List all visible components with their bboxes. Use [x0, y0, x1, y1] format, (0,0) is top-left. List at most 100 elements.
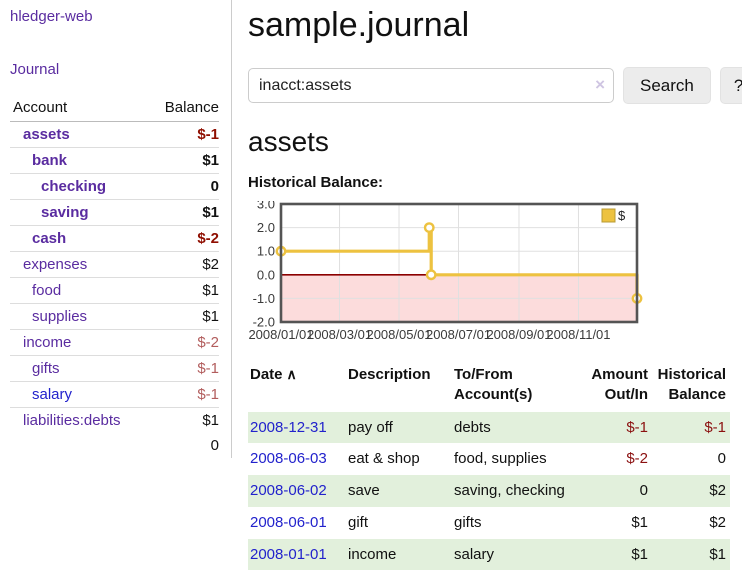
account-link[interactable]: salary	[32, 386, 73, 403]
sidebar: hledger-web Journal Account Balance asse…	[0, 0, 232, 458]
chart-svg: $3.0 2.0 1.0 0.0 -1.0 -2.02008/01/012008/03/0…	[248, 197, 643, 342]
account-balance: 0	[147, 173, 219, 200]
account-balance: $1	[147, 147, 219, 174]
account-link[interactable]: saving	[41, 204, 89, 221]
app-title-link[interactable]: hledger-web	[10, 8, 93, 25]
transaction-amount: $1	[631, 513, 648, 531]
account-row: gifts $-1	[10, 355, 219, 382]
account-balance: $1	[147, 303, 219, 330]
clear-search-icon[interactable]: ×	[595, 75, 605, 94]
account-heading: assets	[248, 126, 329, 157]
chart-heading: Historical Balance:	[248, 174, 384, 191]
historical-balance-chart: $3.0 2.0 1.0 0.0 -1.0 -2.0 2008/01/01 2008/03/0…	[248, 197, 742, 347]
transaction-date-link[interactable]: 2008-01-01	[250, 545, 327, 563]
transaction-amount: $-2	[626, 450, 648, 468]
account-link[interactable]: assets	[23, 126, 70, 143]
account-link[interactable]: bank	[32, 152, 68, 169]
account-balance: $-1	[147, 355, 219, 382]
account-row: food $1	[10, 277, 219, 304]
transaction-description: gift	[348, 513, 369, 531]
account-row: supplies $1	[10, 303, 219, 330]
transaction-accounts: gifts	[454, 513, 482, 531]
account-balance: $-2	[147, 329, 219, 356]
legend-swatch	[601, 208, 616, 223]
transaction-date-link[interactable]: 2008-12-31	[250, 418, 327, 436]
account-link[interactable]: checking	[41, 178, 107, 195]
transaction-row: 2008-06-01 gift gifts $1 $2	[248, 507, 730, 539]
transaction-date-link[interactable]: 2008-06-01	[250, 513, 327, 531]
account-link[interactable]: gifts	[32, 360, 60, 377]
account-balance: $1	[147, 407, 219, 433]
accounts-table: Account Balance assets $-1 bank $1 checking 0…	[10, 96, 219, 458]
transaction-balance: $-1	[704, 418, 726, 436]
transaction-description: income	[348, 545, 397, 563]
register-col-balance: Historical Balance	[657, 366, 726, 404]
transaction-accounts: saving, checking	[454, 482, 565, 499]
accounts-total-row: 0	[10, 433, 219, 458]
transaction-accounts: salary	[454, 545, 495, 563]
transaction-accounts: debts	[454, 418, 491, 436]
legend-label: $	[618, 208, 626, 223]
account-row: bank $1	[10, 147, 219, 174]
transaction-date-link[interactable]: 2008-06-03	[250, 450, 327, 468]
main-content: sample.journal × Search ? assets Histori…	[232, 0, 742, 571]
account-row: saving $1	[10, 199, 219, 226]
accounts-table-body: assets $-1 bank $1 checking 0 saving $1 cash $-2 e…	[10, 122, 219, 433]
account-row: assets $-1	[10, 122, 219, 148]
page-title: sample.journal	[248, 6, 470, 44]
account-balance: $-2	[147, 225, 219, 252]
svg-text:2008/07/01: 2008/07/01	[426, 327, 491, 342]
transaction-amount: 0	[639, 482, 648, 499]
account-balance: $1	[147, 199, 219, 226]
account-link[interactable]: food	[32, 282, 62, 299]
account-link[interactable]: supplies	[32, 308, 88, 325]
transaction-description: save	[348, 482, 380, 499]
account-balance: $-1	[197, 126, 219, 143]
register-col-description: Description	[348, 366, 431, 383]
account-link[interactable]: liabilities:debts	[23, 412, 121, 429]
account-link[interactable]: expenses	[23, 256, 88, 273]
svg-text:3.0: 3.0	[257, 201, 275, 212]
account-row: salary $-1	[10, 381, 219, 408]
account-link[interactable]: cash	[32, 230, 67, 247]
account-balance: $1	[147, 277, 219, 304]
sidebar-item-journal[interactable]: Journal	[10, 61, 60, 78]
accounts-total-value: 0	[210, 437, 219, 454]
transaction-balance: $1	[709, 545, 726, 563]
account-link[interactable]: income	[23, 334, 72, 351]
account-row: expenses $2	[10, 251, 219, 278]
account-row: liabilities:debts $1	[10, 407, 219, 433]
sort-ascending-icon: ∧	[286, 366, 297, 382]
transaction-balance: $2	[709, 482, 726, 499]
svg-text:2.0: 2.0	[257, 220, 275, 235]
transaction-date-link[interactable]: 2008-06-02	[250, 482, 327, 499]
accounts-col-balance: Balance	[147, 96, 219, 122]
register-col-amount: Amount Out/In	[591, 366, 648, 404]
svg-text:2008/09/01: 2008/09/01	[486, 327, 551, 342]
search-button[interactable]: Search	[623, 67, 711, 104]
help-button[interactable]: ?	[719, 67, 742, 104]
transaction-row: 2008-12-31 pay off debts $-1 $-1	[248, 411, 730, 444]
svg-text:2008/01/01: 2008/01/01	[248, 327, 313, 342]
transaction-row: 2008-06-02 save saving, checking 0 $2	[248, 475, 730, 507]
transaction-amount: $1	[631, 545, 648, 563]
search-input[interactable]	[248, 68, 614, 103]
register-table-body: 2008-12-31 pay off debts $-1 $-1 2008-06-03 ea…	[248, 411, 730, 571]
register-col-date[interactable]: Date ∧	[250, 366, 297, 383]
transaction-description: eat & shop	[348, 450, 420, 468]
svg-text:-1.0: -1.0	[253, 291, 275, 306]
transaction-description: pay off	[348, 418, 393, 436]
svg-text:-2.0: -2.0	[253, 315, 275, 330]
account-row: income $-2	[10, 329, 219, 356]
svg-text:2008/03/01: 2008/03/01	[307, 327, 372, 342]
transaction-balance: $2	[709, 513, 726, 531]
svg-text:2008/05/01: 2008/05/01	[366, 327, 431, 342]
register-table: Date ∧ Description To/From Account(s) Amo…	[248, 363, 730, 571]
account-row: checking 0	[10, 173, 219, 200]
transaction-row: 2008-06-03 eat & shop food, supplies $-2 0	[248, 443, 730, 475]
transaction-amount: $-1	[626, 418, 648, 436]
transaction-balance: 0	[717, 450, 726, 468]
account-row: cash $-2	[10, 225, 219, 252]
search-bar: × Search ?	[248, 67, 742, 104]
